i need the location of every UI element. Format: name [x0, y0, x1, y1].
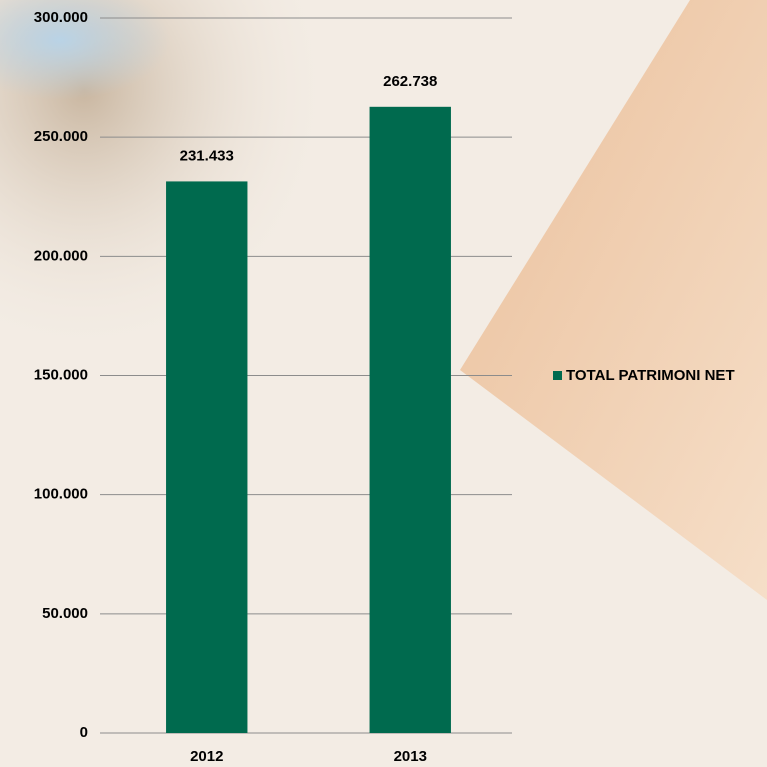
- bar: [369, 106, 451, 734]
- y-tick-label: 50.000: [42, 605, 88, 622]
- data-label: 231.433: [180, 147, 234, 164]
- y-tick-label: 200.000: [34, 247, 88, 264]
- x-tick-label: 2013: [394, 748, 427, 765]
- y-tick-label: 300.000: [34, 9, 88, 26]
- bar: [166, 181, 248, 733]
- legend-label: TOTAL PATRIMONI NET: [566, 367, 735, 384]
- y-tick-label: 150.000: [34, 366, 88, 383]
- y-tick-label: 0: [80, 724, 88, 741]
- data-label: 262.738: [383, 73, 437, 90]
- y-tick-label: 100.000: [34, 486, 88, 503]
- legend-swatch: [553, 371, 562, 380]
- legend: TOTAL PATRIMONI NET: [553, 366, 753, 385]
- x-tick-label: 2012: [190, 748, 223, 765]
- y-tick-label: 250.000: [34, 128, 88, 145]
